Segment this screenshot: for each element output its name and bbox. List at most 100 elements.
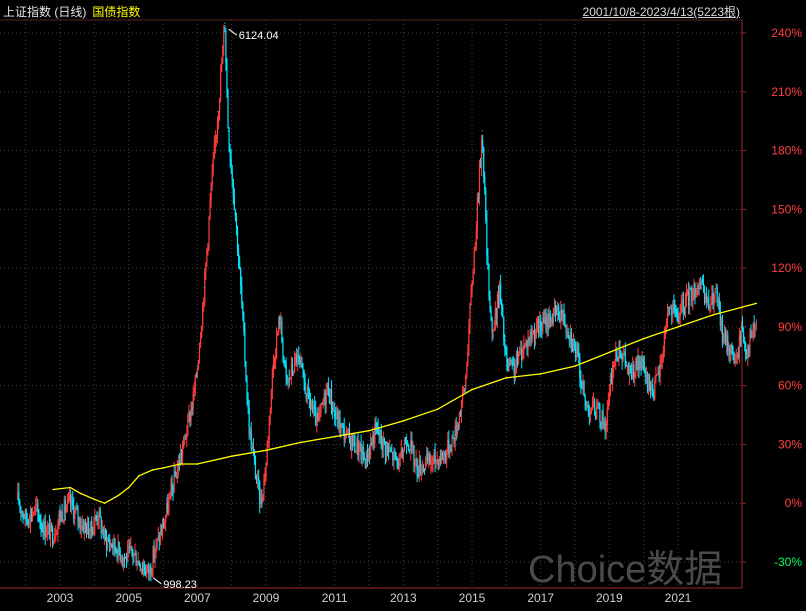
index-candle-body [378,432,380,437]
index-candle-body [145,571,147,575]
index-candle-body [122,557,125,562]
index-candle-body [449,447,451,454]
index-candle-body [725,331,727,346]
index-candle-body [755,324,757,326]
index-candle-body [117,541,119,559]
index-candle-body [596,404,598,419]
index-candle-body [501,300,503,308]
index-candle-body [743,331,745,342]
index-candle-body [110,543,112,546]
x-tick-label: 2015 [459,591,486,605]
index-candle-body [368,452,371,456]
index-data-point [611,365,614,367]
index-candle-body [204,271,206,303]
index-candle-body [617,357,619,361]
index-candle-body [711,292,713,304]
index-candle-body [180,453,183,457]
index-candle-body [656,374,658,376]
index-candle-body [577,349,579,352]
index-data-point [141,565,144,567]
index-candle-body [515,352,518,367]
index-data-point [539,326,542,328]
date-range-label[interactable]: 2001/10/8-2023/4/13(5223根) [582,5,740,19]
index-candle-body [192,393,194,410]
index-data-point [124,557,127,559]
index-candle-body [493,328,495,331]
y-tick-label: 60% [778,379,802,393]
index-candle-body [104,530,107,537]
index-candle-body [216,122,219,135]
index-candle-body [478,164,481,198]
index-candle-body [338,416,340,428]
index-candle-body [226,62,228,91]
index-candle-body [297,354,299,363]
index-candle-body [194,375,196,392]
index-candle-body [241,285,243,303]
index-data-point [677,316,679,318]
index-candle-body [259,481,261,505]
index-candle-body [431,463,433,465]
index-candle-body [587,404,589,411]
index-candle-body [30,511,33,518]
legend-bond-index-name: 国债指数 [92,5,141,19]
index-candle-body [199,338,202,347]
index-candle-body [717,299,719,302]
index-candle-body [624,351,626,365]
index-candle-body [558,306,560,318]
index-candle-body [555,312,558,315]
index-candle-body [633,364,635,378]
index-candle-body [257,476,259,480]
index-candle-body [135,553,137,566]
index-candle-body [188,413,190,416]
index-data-point [131,551,133,554]
index-data-point [333,414,336,416]
index-candle-body [461,390,464,403]
index-candle-body [526,340,528,348]
index-candle-body [460,402,463,414]
index-candle-body [171,484,173,487]
index-candle-body [409,450,411,452]
index-candle-body [509,363,511,365]
index-candle-body [210,187,212,201]
index-candle-body [565,326,567,333]
index-candle-body [591,402,594,411]
index-candle-body [80,527,82,530]
index-candle-body [504,339,506,349]
annotation-label: 6124.04 [239,30,279,42]
index-data-point [505,365,508,367]
index-candle-body [380,429,382,443]
index-candle-body [468,327,470,353]
index-candle-body [693,283,695,296]
index-candle-body [360,443,362,460]
index-candle-body [446,452,448,461]
index-candle-body [634,372,636,378]
index-candle-body [242,302,244,315]
index-candle-body [215,134,217,140]
index-candle-body [570,332,572,345]
index-candle-body [35,505,37,507]
index-candle-body [606,407,608,425]
index-candle-body [306,386,308,399]
index-candle-body [21,511,23,513]
index-candle-body [456,424,458,435]
index-candle-body [189,413,191,421]
bond-index-point [642,337,645,340]
index-candle-body [165,516,167,522]
index-candle-body [209,200,211,218]
index-candle-body [43,521,45,536]
index-candle-body [650,384,652,391]
index-candle-body [61,511,63,522]
index-candle-body [193,391,195,394]
index-candle-body [271,369,273,391]
index-candle-body [66,499,69,509]
index-candle-body [156,538,158,542]
index-candle-body [223,30,225,47]
bond-index-point [69,486,72,489]
index-candle-body [308,389,310,400]
index-data-point [498,286,501,289]
index-data-point [433,459,436,461]
index-candle-body [475,229,477,245]
index-candle-body [667,306,670,313]
x-tick-label: 2007 [184,591,211,605]
index-candle-body [157,535,159,539]
